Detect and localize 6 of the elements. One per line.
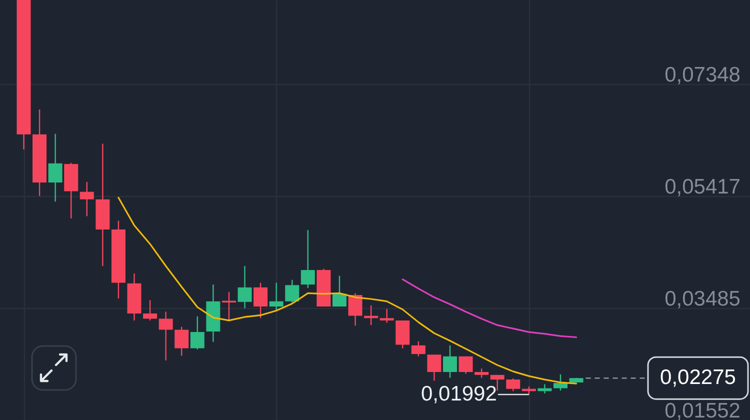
y-tick-label: 0,01552 [664, 400, 740, 420]
y-tick-label: 0,03485 [664, 287, 740, 310]
annotation: 0,01992 [421, 382, 497, 406]
y-tick-label: 0,05417 [664, 176, 740, 199]
y-tick-label: 0,07348 [664, 64, 740, 87]
ref-line-label: 0,02275 [660, 366, 736, 390]
